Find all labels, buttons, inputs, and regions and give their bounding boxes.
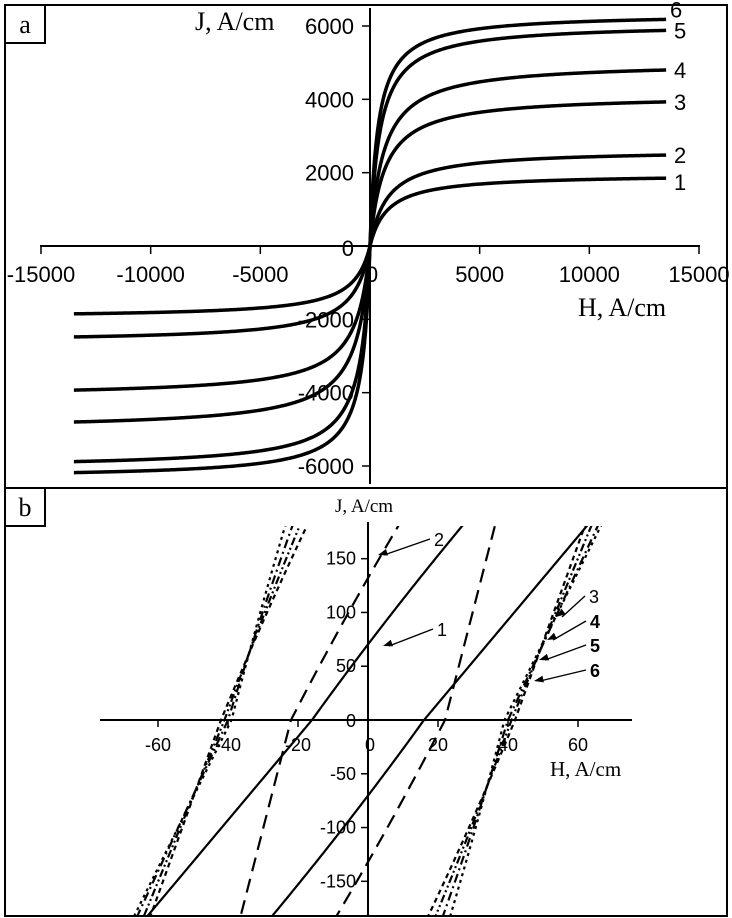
- panel-a-series-3-label: 3: [674, 90, 686, 115]
- panel-b-series-3-upper-branch: [133, 526, 287, 915]
- panel-b-series-6-label: 6: [590, 661, 600, 681]
- panel-b-series-1-leader: [388, 628, 434, 647]
- panel-b-series-1-upper-branch: [146, 526, 464, 915]
- panel-b-series-2-arrowhead: [378, 548, 388, 556]
- panel-b-y-tick-label: -50: [330, 764, 356, 784]
- panel-b-series-4-arrowhead: [547, 632, 557, 640]
- panel-b-x-axis-label: H, A/cm: [550, 757, 621, 781]
- panel-b-series-6-lower-branch: [427, 526, 586, 915]
- panel-b-x-tick-label: 20: [428, 735, 448, 755]
- panel-b-series-5-arrowhead: [539, 653, 549, 661]
- panel-b-y-axis-label: J, A/cm: [335, 496, 393, 517]
- panel-a-x-tick-label: 10000: [559, 262, 620, 287]
- panel-b-label-box: [4, 487, 46, 527]
- panel-b-series-2-upper-branch: [239, 526, 400, 915]
- panel-b-y-tick-label: 0: [346, 711, 356, 731]
- panel-a-series-2-label: 2: [674, 143, 686, 168]
- panel-b-x-tick-label: -20: [285, 735, 311, 755]
- panel-b-series-1-lower-branch: [271, 526, 589, 915]
- panel-b-series-6-arrowhead: [534, 675, 544, 683]
- panel-b-series-4-upper-branch: [136, 526, 294, 915]
- panel-b-series-2-label: 2: [434, 530, 444, 550]
- panel-b-series-3-lower-branch: [449, 526, 603, 915]
- panel-b-y-tick-label: -150: [320, 871, 356, 891]
- panel-b-series-4-leader: [552, 620, 587, 641]
- panel-b-series-2-leader: [383, 538, 431, 556]
- panel-a-y-tick-label: 2000: [305, 161, 354, 186]
- panel-a-label-box: [4, 4, 46, 44]
- panel-b-label: b: [19, 493, 32, 522]
- panel-b-series-6-leader: [539, 669, 587, 682]
- panel-b-series-3-arrowhead: [556, 608, 566, 617]
- panel-b-series-6-upper-branch: [149, 526, 309, 915]
- panel-a-y-tick-label: 0: [342, 236, 354, 261]
- panel-a-y-axis-label: J, A/cm: [195, 7, 274, 36]
- panel-b-series-5-upper-branch: [143, 526, 301, 915]
- panel-a-y-tick-label: -4000: [298, 381, 354, 406]
- panel-b-x-tick-label: 60: [568, 735, 588, 755]
- panel-a-x-tick-label: -15000: [7, 262, 76, 287]
- panel-a-x-axis-label: H, A/cm: [578, 293, 666, 322]
- panel-b-series-1-arrowhead: [383, 639, 393, 647]
- panel-a-series-6-label: 6: [670, 0, 682, 22]
- panel-a-y-tick-label: -6000: [298, 454, 354, 479]
- panel-a-x-tick-label: 15000: [668, 262, 729, 287]
- panel-b-series-4-lower-branch: [442, 526, 599, 915]
- panel-a-series-5-label: 5: [674, 18, 686, 43]
- panel-b-frame: [4, 487, 728, 917]
- panel-a-series-1-label: 1: [674, 170, 686, 195]
- panel-b-y-tick-label: 50: [336, 656, 356, 676]
- panel-b-series-4-label: 4: [590, 612, 600, 632]
- panel-b-series-3-label: 3: [589, 587, 599, 607]
- panel-a-series-4-label: 4: [674, 58, 686, 83]
- panel-a-y-tick-label: 6000: [305, 14, 354, 39]
- panel-a-x-tick-label: -5000: [232, 262, 288, 287]
- panel-a-label: a: [19, 10, 31, 39]
- panel-b-series-3-leader: [561, 595, 586, 618]
- panel-b-y-tick-label: 150: [326, 549, 356, 569]
- panel-b-series-5-lower-branch: [434, 526, 593, 915]
- panel-b-x-tick-label: 40: [498, 735, 518, 755]
- panel-a-x-tick-label: 5000: [455, 262, 504, 287]
- panel-b-series-2-lower-branch: [335, 526, 496, 915]
- panel-b-x-tick-label: -60: [145, 735, 171, 755]
- panel-a-y-tick-label: 4000: [305, 87, 354, 112]
- panel-b-x-tick-label: 0: [365, 735, 375, 755]
- panel-b-y-tick-label: 100: [326, 602, 356, 622]
- panel-a: -15000 -10000 -5000 0 5000 10000 15000 -6000 -40…: [7, 0, 730, 484]
- panel-b-series-5-label: 5: [590, 636, 600, 656]
- panel-a-x-tick-label: -10000: [116, 262, 185, 287]
- panel-b-series-1-label: 1: [437, 620, 447, 640]
- panel-a-series-6-curve: [73, 17, 667, 475]
- panel-b-series-5-leader: [544, 644, 587, 661]
